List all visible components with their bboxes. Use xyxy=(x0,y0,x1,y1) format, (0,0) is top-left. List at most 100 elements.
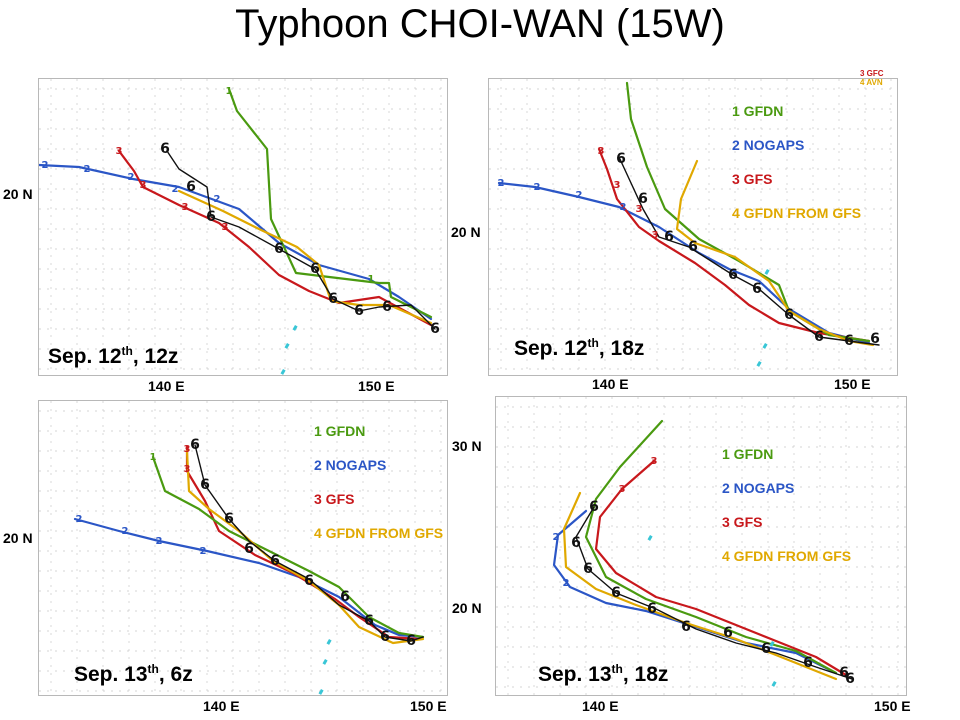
track-marker: 6 xyxy=(160,141,170,157)
track-marker: 6 xyxy=(870,331,880,347)
map-speck xyxy=(326,639,332,645)
lon-label-140e: 140 E xyxy=(592,376,629,392)
track-marker: 2 xyxy=(214,194,221,205)
track-gfs xyxy=(597,147,871,343)
track-marker: 6 xyxy=(589,499,599,515)
track-gfs xyxy=(594,459,848,677)
lon-label-140e: 140 E xyxy=(148,378,185,394)
map-speck xyxy=(284,343,290,349)
track-best xyxy=(618,156,880,346)
track-best xyxy=(166,150,436,330)
map-speck xyxy=(647,535,653,541)
track-marker: 6 xyxy=(611,585,621,601)
track-marker: 3 xyxy=(614,180,621,191)
track-marker: 6 xyxy=(200,477,210,493)
track-marker: 2 xyxy=(42,160,49,171)
model-legend: 1 GFDN 2 NOGAPS 3 GFS 4 GFDN FROM GFS xyxy=(732,103,862,239)
track-marker: 6 xyxy=(274,241,284,257)
track-marker: 2 xyxy=(76,514,83,525)
legend-gfdn: 1 GFDN xyxy=(314,423,366,439)
map-speck xyxy=(280,368,286,375)
map-speck xyxy=(762,343,768,349)
lon-label-140e: 140 E xyxy=(203,698,240,714)
track-marker: 2 xyxy=(200,546,207,557)
map-speck xyxy=(318,689,324,695)
track-marker: 6 xyxy=(380,629,390,645)
track-marker: 6 xyxy=(681,619,691,635)
lat-label-20n: 20 N xyxy=(3,530,33,546)
corner-legend: 3 GFC 4 AVN xyxy=(860,69,884,87)
track-marker: 3 xyxy=(116,146,123,157)
lon-label-140e: 140 E xyxy=(582,698,619,714)
lat-label-20n: 20 N xyxy=(451,224,481,240)
track-marker: 6 xyxy=(784,307,794,323)
track-marker: 6 xyxy=(186,179,196,195)
track-marker: 2 xyxy=(553,532,560,543)
track-marker: 6 xyxy=(616,151,626,167)
track-marker: 2 xyxy=(156,536,163,547)
legend-gfdn: 1 GFDN xyxy=(722,446,774,462)
track-marker: 6 xyxy=(571,535,581,551)
track-marker: 3 xyxy=(184,444,191,455)
panel-label: Sep. 13th, 18z xyxy=(538,662,669,686)
track-marker: 6 xyxy=(761,641,771,657)
legend-nogaps: 2 NOGAPS xyxy=(314,457,387,473)
map-speck xyxy=(771,681,777,687)
lon-label-150e: 150 E xyxy=(410,698,447,714)
panel-label: Sep. 13th, 6z xyxy=(74,662,193,686)
legend-gfdn: 1 GFDN xyxy=(732,103,784,119)
track-marker: 6 xyxy=(638,191,648,207)
track-marker: 3 xyxy=(652,230,659,241)
track-marker: 2 xyxy=(172,184,179,195)
model-legend: 1 GFDN 2 NOGAPS 3 GFS 4 GFDN FROM GFS xyxy=(722,446,852,582)
track-marker: 3 xyxy=(598,146,605,157)
track-marker: 6 xyxy=(844,333,854,349)
track-marker: 6 xyxy=(814,329,824,345)
track-marker: 3 xyxy=(184,464,191,475)
track-nogaps xyxy=(39,163,433,321)
track-marker: 6 xyxy=(340,589,350,605)
track-marker: 6 xyxy=(752,281,762,297)
track-marker: 3 xyxy=(619,484,626,495)
track-marker: 3 xyxy=(222,222,229,233)
legend-nogaps: 2 NOGAPS xyxy=(732,137,805,153)
track-marker: 6 xyxy=(304,573,314,589)
lat-label-20n: 20 N xyxy=(3,186,33,202)
track-marker: 6 xyxy=(803,655,813,671)
track-marker: 6 xyxy=(206,209,216,225)
map-speck xyxy=(764,269,770,275)
legend-gfdn-from-gfs: 4 GFDN FROM GFS xyxy=(314,525,444,541)
track-marker: 6 xyxy=(430,321,440,337)
track-marker: 6 xyxy=(244,541,254,557)
track-marker: 2 xyxy=(128,172,135,183)
map-speck xyxy=(769,641,775,647)
track-marker: 6 xyxy=(382,299,392,315)
track-nogaps xyxy=(552,509,838,675)
track-marker: 3 xyxy=(182,202,189,213)
track-marker: 6 xyxy=(688,239,698,255)
track-marker: 3 xyxy=(651,456,658,467)
track-marker: 6 xyxy=(647,601,657,617)
track-marker: 1 xyxy=(368,274,375,285)
track-best xyxy=(194,444,424,642)
track-marker: 2 xyxy=(620,202,627,213)
legend-gfs: 3 GFS xyxy=(722,514,763,530)
track-marker: 6 xyxy=(224,511,234,527)
lat-label-30n: 30 N xyxy=(452,438,482,454)
track-marker: 6 xyxy=(328,291,338,307)
legend-gfs: 3 GFS xyxy=(732,171,773,187)
track-nogaps xyxy=(73,517,425,639)
track-marker: 2 xyxy=(576,190,583,201)
model-legend: 1 GFDN 2 NOGAPS 3 GFS 4 GFDN FROM GFS xyxy=(314,423,444,559)
track-gfs xyxy=(185,445,421,641)
track-marker: 6 xyxy=(664,229,674,245)
track-marker: 6 xyxy=(270,553,280,569)
lon-label-150e: 150 E xyxy=(874,698,911,714)
track-marker: 6 xyxy=(354,303,364,319)
